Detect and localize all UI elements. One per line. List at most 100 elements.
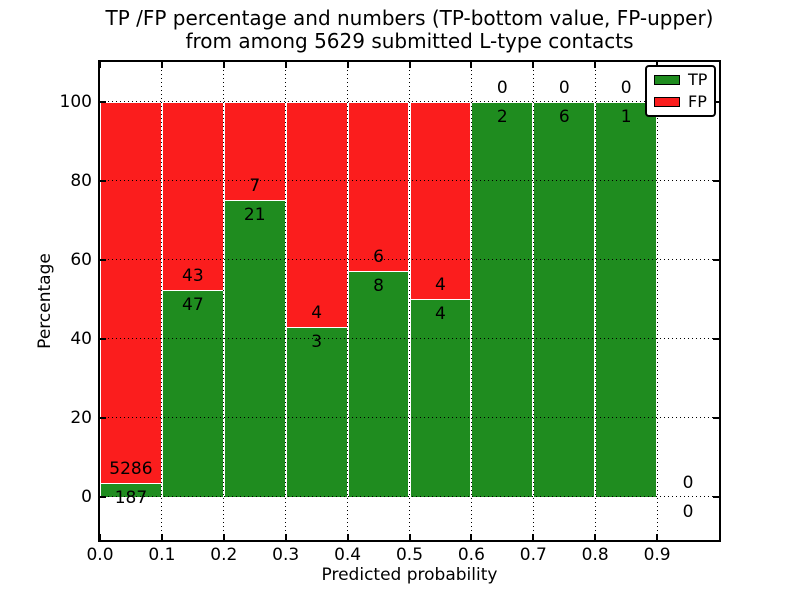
- tp-bar-segment: [223, 200, 286, 497]
- tp-count-label: 3: [311, 332, 323, 353]
- fp-bar-segment: [100, 101, 162, 484]
- chart-title: TP /FP percentage and numbers (TP-bottom…: [100, 7, 719, 53]
- fp-bar-segment: [285, 101, 348, 328]
- y-tick-label: 60: [70, 249, 92, 270]
- tp-legend-swatch: [654, 75, 680, 85]
- chart-title-line1: TP /FP percentage and numbers (TP-bottom…: [105, 6, 714, 30]
- tp-count-label: 6: [558, 106, 570, 127]
- x-axis-label: Predicted probability: [321, 565, 498, 585]
- x-tick-mark: [408, 534, 411, 540]
- tp-count-label: 47: [182, 295, 204, 316]
- fp-count-label: 0: [682, 472, 694, 493]
- x-tick-mark: [656, 534, 659, 540]
- x-tick-label: 0.0: [86, 545, 114, 565]
- vertical-gridline: [223, 62, 225, 540]
- legend: TP FP: [645, 65, 717, 117]
- x-tick-mark-top: [408, 62, 411, 68]
- y-tick-mark: [100, 337, 106, 340]
- tp-count-label: 4: [435, 304, 446, 325]
- y-tick-mark-right: [713, 179, 719, 182]
- tp-count-label: 2: [496, 106, 508, 127]
- y-tick-label: 100: [59, 91, 92, 112]
- x-tick-mark-top: [594, 62, 597, 68]
- x-tick-mark-top: [346, 62, 349, 68]
- tp-bar-segment: [471, 101, 534, 497]
- horizontal-gridline: [100, 101, 719, 102]
- horizontal-gridline: [100, 417, 719, 419]
- x-tick-mark: [222, 534, 225, 540]
- tp-bar-segment: [533, 101, 596, 497]
- y-tick-mark: [100, 495, 106, 498]
- fp-count-label: 7: [249, 176, 261, 197]
- horizontal-gridline: [100, 180, 719, 181]
- tp-bar-segment: [347, 270, 410, 497]
- x-tick-mark-top: [222, 62, 225, 68]
- x-tick-label: 0.2: [210, 545, 238, 565]
- y-tick-mark: [100, 100, 106, 103]
- legend-item-fp: FP: [654, 93, 707, 111]
- x-tick-label: 0.6: [457, 545, 485, 565]
- tp-bar-segment: [285, 327, 348, 497]
- y-tick-mark: [100, 258, 106, 261]
- fp-legend-swatch: [654, 97, 680, 107]
- x-tick-mark: [346, 534, 349, 540]
- x-tick-mark: [99, 534, 101, 540]
- x-tick-mark: [284, 534, 287, 540]
- tp-count-label: 21: [243, 205, 266, 226]
- tp-bar-segment: [161, 290, 224, 497]
- vertical-gridline: [161, 62, 163, 540]
- fp-count-label: 5286: [109, 459, 153, 480]
- horizontal-gridline: [100, 259, 719, 261]
- vertical-gridline: [347, 62, 349, 540]
- vertical-gridline: [532, 62, 534, 540]
- y-tick-mark-right: [713, 495, 719, 498]
- x-tick-mark: [470, 534, 473, 540]
- x-tick-mark-top: [99, 62, 101, 68]
- x-tick-label: 0.4: [334, 545, 362, 565]
- tp-legend-label: TP: [688, 70, 708, 89]
- tp-count-label: 8: [373, 275, 384, 296]
- fp-count-label: 0: [496, 77, 508, 98]
- fp-count-label: 0: [620, 77, 632, 98]
- x-tick-mark: [532, 534, 535, 540]
- fp-bar-segment: [347, 101, 410, 271]
- horizontal-gridline: [100, 496, 719, 498]
- fp-bar-segment: [409, 101, 472, 300]
- y-tick-mark: [100, 179, 106, 182]
- fp-count-label: 43: [182, 266, 204, 287]
- y-tick-mark: [100, 416, 106, 419]
- x-tick-mark: [160, 534, 163, 540]
- x-tick-label: 0.7: [519, 545, 547, 565]
- x-tick-mark-top: [160, 62, 163, 68]
- x-tick-mark-top: [470, 62, 473, 68]
- y-tick-mark-right: [713, 337, 719, 340]
- x-tick-mark-top: [284, 62, 287, 68]
- y-tick-label: 80: [70, 170, 92, 191]
- x-tick-mark-top: [532, 62, 535, 68]
- tp-count-label: 1: [620, 106, 632, 127]
- x-tick-label: 0.8: [581, 545, 609, 565]
- tp-count-label: 187: [114, 488, 148, 509]
- fp-count-label: 4: [435, 275, 446, 296]
- fp-count-label: 4: [311, 303, 323, 324]
- x-tick-label: 0.3: [272, 545, 300, 565]
- legend-item-tp: TP: [654, 71, 707, 89]
- chart-title-line2: from among 5629 submitted L-type contact…: [185, 29, 634, 53]
- tp-bar-segment: [595, 101, 658, 497]
- y-tick-mark-right: [713, 416, 719, 419]
- vertical-gridline: [594, 62, 596, 540]
- fp-count-label: 0: [558, 77, 570, 98]
- tp-bar-segment: [409, 299, 472, 497]
- fp-bar-segment: [161, 101, 224, 291]
- x-tick-label: 0.1: [148, 545, 176, 565]
- x-tick-label: 0.9: [643, 545, 671, 565]
- vertical-gridline: [285, 62, 287, 540]
- vertical-gridline: [409, 62, 410, 540]
- x-tick-label: 0.5: [395, 545, 424, 565]
- y-tick-label: 40: [70, 328, 92, 349]
- y-tick-mark-right: [713, 258, 719, 261]
- vertical-gridline: [656, 62, 658, 540]
- horizontal-gridline: [100, 338, 719, 340]
- fp-count-label: 6: [373, 246, 384, 267]
